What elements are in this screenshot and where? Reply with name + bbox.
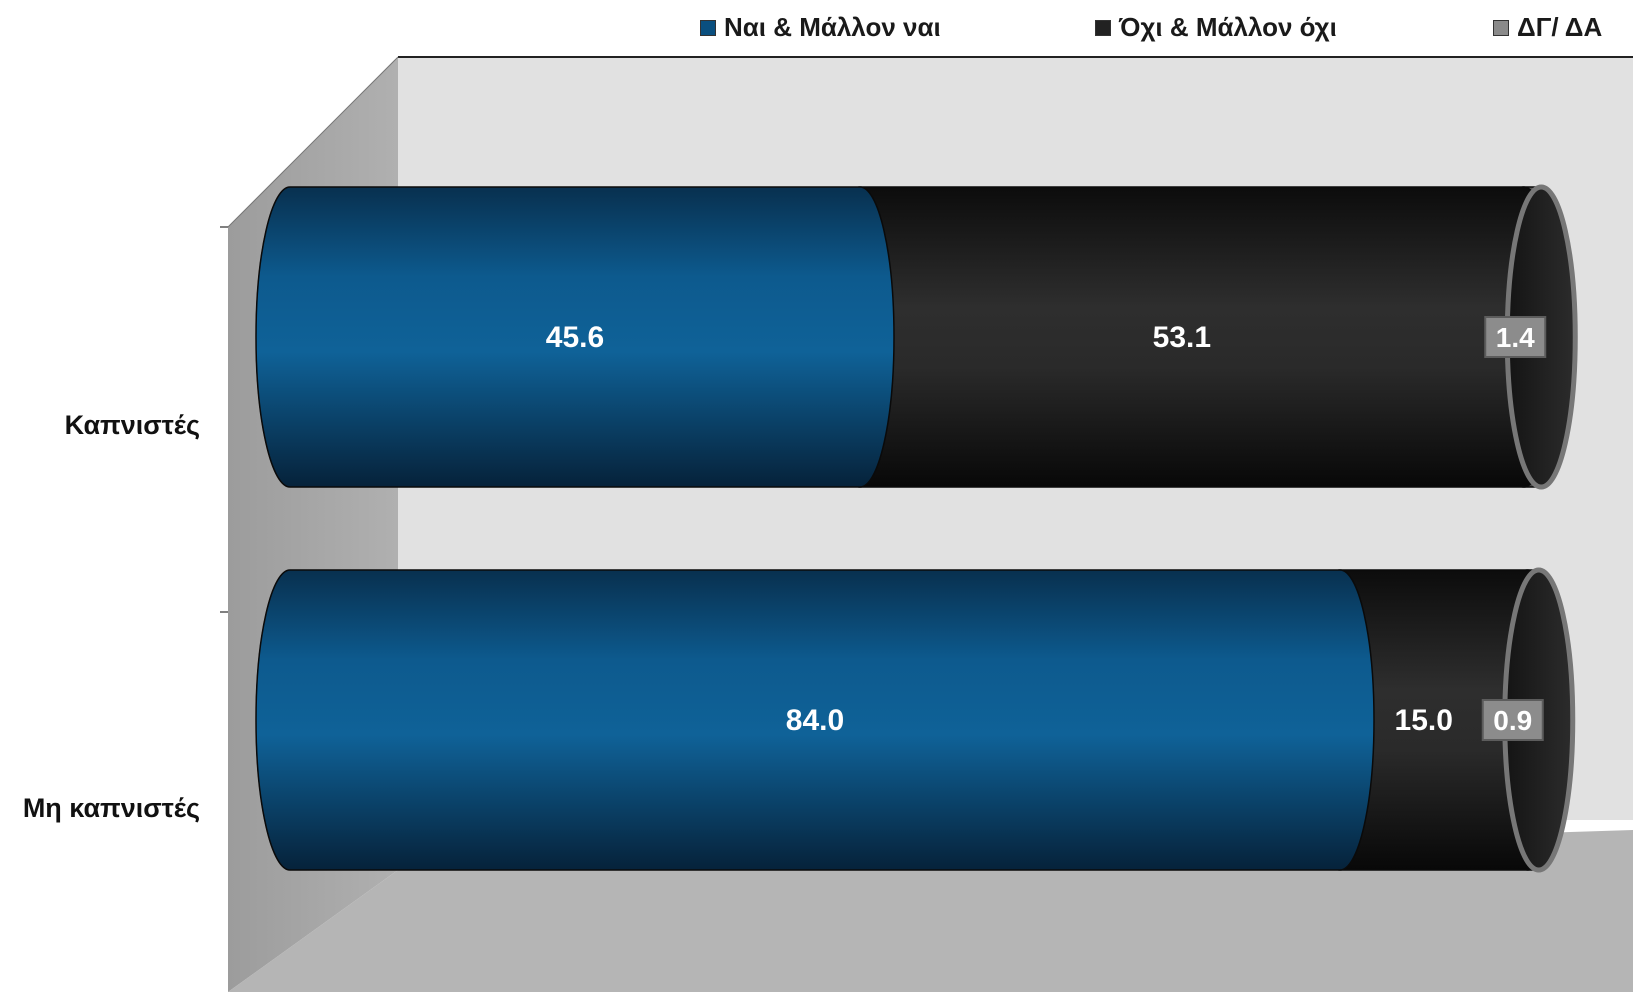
data-label-dgda-0: 1.4 bbox=[1496, 322, 1535, 353]
legend: Ναι & Μάλλον ναι Όχι & Μάλλον όχι ΔΓ/ ΔΑ bbox=[700, 12, 1630, 48]
bar-nai-0 bbox=[255, 186, 895, 488]
category-label-nonsmokers: Μη καπνιστές bbox=[22, 793, 200, 823]
data-label-oxi-0: 53.1 bbox=[1153, 321, 1211, 354]
category-label-smokers: Καπνιστές bbox=[64, 410, 200, 440]
label-box-dgda-1 bbox=[1481, 699, 1544, 741]
legend-label-oxi: Όχι & Μάλλον όχι bbox=[1119, 12, 1337, 42]
data-label-dgda-1: 0.9 bbox=[1493, 705, 1532, 736]
data-label-nai-0: 45.6 bbox=[546, 321, 604, 354]
data-label-oxi-1: 15.0 bbox=[1395, 704, 1453, 737]
legend-swatch-dgda bbox=[1493, 19, 1509, 36]
bar-nai-1 bbox=[255, 569, 1375, 871]
data-label-nai-1: 84.0 bbox=[786, 704, 844, 737]
legend-swatch-oxi bbox=[1095, 19, 1111, 36]
label-box-dgda-0 bbox=[1484, 316, 1547, 358]
legend-label-nai: Ναι & Μάλλον ναι bbox=[724, 12, 941, 42]
side-top-edge bbox=[227, 56, 399, 228]
legend-item-nai: Ναι & Μάλλον ναι bbox=[700, 12, 941, 43]
legend-swatch-nai bbox=[700, 19, 716, 36]
legend-item-oxi: Όχι & Μάλλον όχι bbox=[1095, 12, 1337, 43]
bars-group: 45.6 53.1 1.4 84.0 15.0 0.9 bbox=[255, 184, 1578, 873]
legend-item-dgda: ΔΓ/ ΔΑ bbox=[1493, 12, 1602, 43]
legend-label-dgda: ΔΓ/ ΔΑ bbox=[1517, 12, 1603, 42]
